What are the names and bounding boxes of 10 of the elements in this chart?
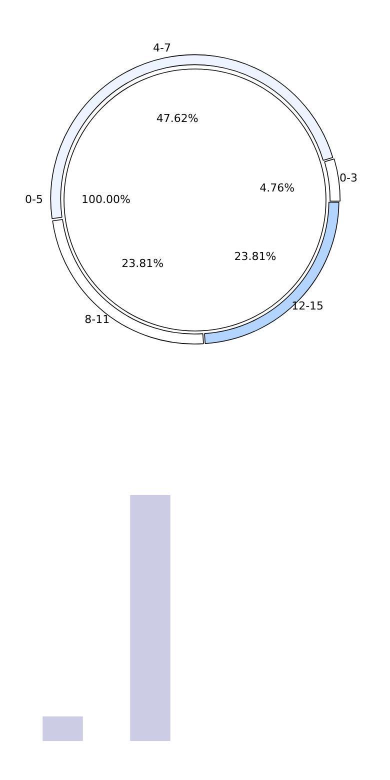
slice-label: 8-11 bbox=[84, 313, 110, 326]
data-label: 4.76% bbox=[260, 181, 295, 194]
data-label: 100.00% bbox=[81, 192, 130, 206]
data-label: 23.81% bbox=[122, 257, 164, 270]
data-label: 47.62% bbox=[156, 112, 198, 125]
slice-label: 0-3 bbox=[340, 171, 358, 184]
slice-label: 12-15 bbox=[292, 299, 324, 312]
slice-label: 0-5 bbox=[25, 192, 43, 206]
slice-label: 4-7 bbox=[153, 41, 172, 54]
data-label: 23.81% bbox=[234, 250, 276, 263]
